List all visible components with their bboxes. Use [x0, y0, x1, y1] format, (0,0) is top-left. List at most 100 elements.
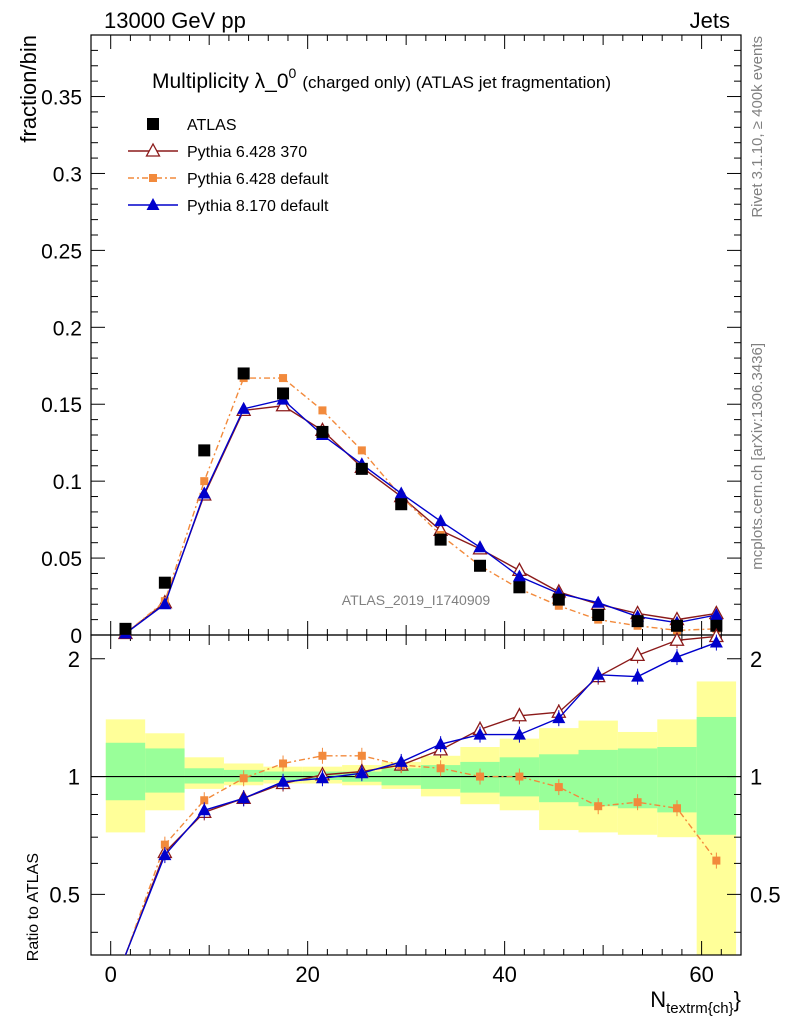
y-tick-label: 0.25	[41, 240, 82, 263]
y-tick-label: 0	[70, 625, 82, 648]
pythia8-point	[552, 711, 566, 724]
x-tick-label: 20	[295, 962, 319, 987]
pythia8-point	[512, 569, 526, 582]
y-tick-label: 0.2	[53, 317, 82, 340]
pythia6-default-point	[279, 374, 288, 383]
pythia8-point	[197, 486, 211, 499]
legend-label: Pythia 8.170 default	[187, 198, 329, 215]
ratio-line	[124, 755, 717, 956]
header-left: 13000 GeV pp	[104, 8, 246, 33]
atlas-data-point	[710, 619, 723, 632]
pythia6-default-point	[554, 783, 563, 792]
atlas-data-point	[237, 367, 250, 380]
y-tick-label: 0.3	[53, 163, 82, 186]
pythia8-point	[394, 486, 408, 499]
ratio-y-axis-label: Ratio to ATLAS	[25, 853, 42, 961]
green-band-bin	[145, 748, 185, 793]
atlas-data-point	[513, 581, 526, 594]
ratio-y-tick-label: 1	[68, 765, 80, 790]
green-band-bin	[696, 716, 737, 835]
pythia8-point	[276, 774, 290, 787]
pythia8-point	[158, 597, 172, 610]
atlas-data-point	[355, 462, 368, 475]
chart-title: Multiplicity λ_00 (charged only) (ATLAS j…	[152, 65, 611, 93]
series-line	[125, 398, 717, 635]
x-tick-label: 0	[105, 962, 117, 987]
main-series	[117, 367, 724, 640]
y-tick-label: 0.05	[41, 548, 82, 571]
ratio-line	[124, 635, 717, 956]
rivet-label: Rivet 3.1.10, ≥ 400k events	[749, 36, 766, 218]
series-line	[125, 377, 717, 635]
legend-label: Pythia 6.428 default	[187, 171, 329, 188]
pythia8-point	[237, 401, 251, 414]
pythia6-default-point	[672, 804, 681, 813]
mcplots-label: mcplots.cern.ch [arXiv:1306.3436]	[749, 343, 766, 570]
atlas-data-point	[395, 498, 408, 511]
pythia6-default-point	[357, 751, 366, 760]
x-axis-label-sub: textrm{ch}	[666, 1000, 734, 1017]
atlas-data-point	[119, 622, 132, 635]
legend-label: Pythia 6.428 370	[187, 144, 307, 161]
uncertainty-bands	[91, 681, 741, 955]
atlas-data-point	[474, 559, 487, 572]
pythia8-point	[355, 766, 369, 779]
x-axis-label: Ntextrm{ch}}	[650, 987, 741, 1017]
y-tick-label: 0.35	[41, 87, 82, 110]
x-axis-label-close: }	[734, 987, 741, 1012]
pythia6-default-point	[318, 751, 327, 760]
ratio-y-tick-label-right: 2	[750, 647, 762, 672]
y-axis-label: fraction/bin	[16, 35, 41, 143]
pythia8-point	[237, 791, 251, 804]
pythia8-point	[512, 727, 526, 740]
pythia6-370-point	[511, 707, 528, 722]
pythia8-point	[473, 727, 487, 740]
ratio-y-tick-label: 2	[68, 647, 80, 672]
pythia6-370-point	[629, 647, 646, 662]
analysis-watermark: ATLAS_2019_I1740909	[342, 592, 491, 608]
pythia6-default-point	[239, 774, 248, 783]
pythia6-370-point	[145, 142, 161, 157]
pythia8-point	[158, 848, 172, 861]
pythia8-point	[670, 650, 684, 663]
pythia6-default-point	[357, 446, 366, 455]
green-band-bin	[105, 742, 146, 801]
pythia8-point	[473, 540, 487, 553]
atlas-data-point	[158, 576, 171, 589]
pythia6-default-point	[318, 406, 327, 415]
green-band-bin	[184, 768, 224, 784]
atlas-data-point	[316, 425, 329, 438]
ratio-series	[124, 628, 724, 956]
pythia6-default-point	[476, 772, 485, 781]
pythia8-point	[631, 669, 645, 682]
pythia8-point	[394, 754, 408, 767]
pythia6-370-point	[669, 631, 685, 646]
pythia8-point	[434, 737, 448, 750]
pythia8-point	[146, 198, 160, 210]
atlas-data-point	[198, 444, 211, 457]
y-tick-label: 0.15	[41, 394, 82, 417]
atlas-data-point	[592, 609, 605, 621]
atlas-data-point	[434, 533, 447, 546]
pythia6-default-point	[633, 798, 642, 807]
y-tick-label: 0.1	[53, 471, 82, 494]
atlas-data-point	[670, 619, 683, 632]
pythia8-point	[591, 595, 605, 608]
pythia6-default-point	[554, 601, 563, 610]
pythia6-default-point	[712, 856, 721, 865]
legend: ATLAS Pythia 6.428 370 Pythia 6.428 defaul…	[128, 117, 329, 215]
pythia8-point	[591, 667, 605, 680]
green-band-bin	[578, 749, 618, 807]
ratio-y-tick-label-right: 0.5	[750, 882, 781, 907]
pythia8-point	[709, 608, 723, 620]
header-right: Jets	[690, 8, 730, 33]
pythia6-default-point	[515, 772, 524, 781]
pythia6-default-point	[160, 840, 169, 849]
pythia6-370-point	[275, 397, 291, 412]
atlas-data-point	[631, 615, 644, 628]
atlas-data-point	[147, 118, 159, 130]
atlas-data-point	[277, 387, 290, 400]
pythia8-point	[434, 514, 448, 527]
ratio-y-tick-label: 0.5	[49, 882, 80, 907]
chart-title-sup: 0	[289, 65, 297, 81]
